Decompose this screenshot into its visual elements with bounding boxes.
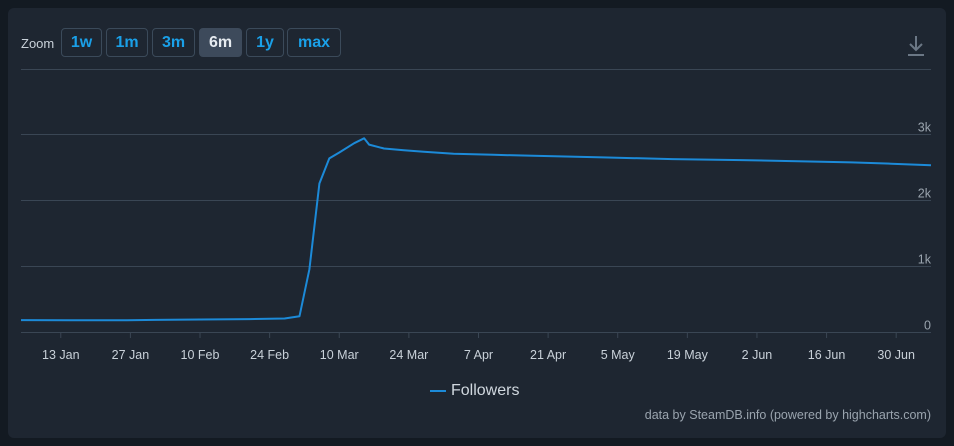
- y-tick-label: 0: [924, 319, 931, 333]
- series-layer[interactable]: [20, 137, 932, 322]
- zoom-6m-button[interactable]: 6m: [199, 28, 242, 57]
- series-line-followers[interactable]: [20, 137, 932, 322]
- x-tick-label: 7 Apr: [464, 348, 493, 362]
- x-tick-label: 30 Jun: [877, 348, 915, 362]
- zoom-1m-button[interactable]: 1m: [106, 28, 148, 57]
- y-tick-label: 1k: [918, 253, 932, 267]
- y-axis-ticks: 0 1k 2k 3k: [918, 121, 932, 333]
- zoom-max-button[interactable]: max: [287, 28, 341, 57]
- x-tick-label: 10 Mar: [320, 348, 359, 362]
- zoom-label: Zoom: [21, 36, 55, 51]
- x-tick-label: 13 Jan: [42, 348, 80, 362]
- x-tick-label: 19 May: [667, 348, 709, 362]
- y-tick-label: 3k: [918, 121, 932, 135]
- x-tick-label: 2 Jun: [742, 348, 773, 362]
- x-axis-ticks: 13 Jan 27 Jan 10 Feb 24 Feb 10 Mar 24 Mar 7 Ap…: [42, 332, 915, 362]
- credits-text: data by SteamDB.info (powered by highcha…: [644, 408, 931, 422]
- download-icon[interactable]: [905, 34, 927, 58]
- chart-card: [8, 8, 946, 438]
- x-tick-label: 21 Apr: [530, 348, 566, 362]
- zoom-3m-button[interactable]: 3m: [152, 28, 195, 57]
- x-tick-label: 16 Jun: [808, 348, 846, 362]
- x-tick-label: 10 Feb: [181, 348, 220, 362]
- x-tick-label: 24 Feb: [250, 348, 289, 362]
- zoom-1w-button[interactable]: 1w: [61, 28, 102, 57]
- grid-lines: [21, 69, 931, 333]
- zoom-1y-button[interactable]: 1y: [246, 28, 284, 57]
- legend-label: Followers: [451, 382, 520, 399]
- y-tick-label: 2k: [918, 187, 932, 201]
- legend-line-icon: [430, 390, 446, 392]
- x-tick-label: 5 May: [601, 348, 636, 362]
- legend-item-followers[interactable]: Followers: [430, 382, 519, 400]
- x-tick-label: 27 Jan: [112, 348, 150, 362]
- x-tick-label: 24 Mar: [389, 348, 428, 362]
